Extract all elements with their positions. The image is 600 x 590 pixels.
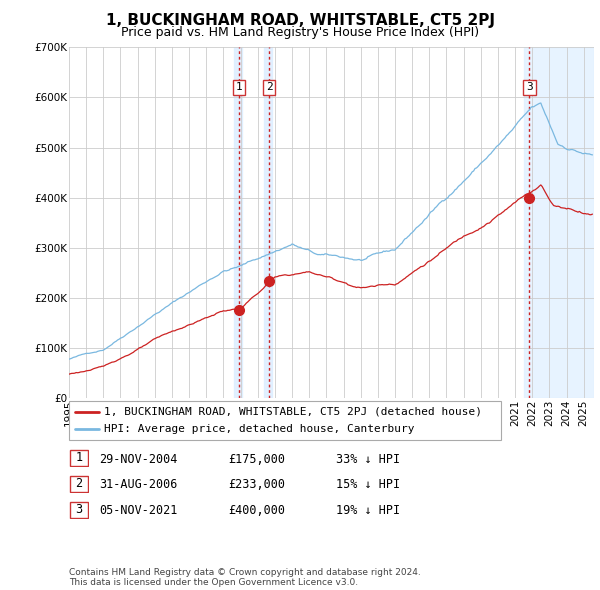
Text: Contains HM Land Registry data © Crown copyright and database right 2024.
This d: Contains HM Land Registry data © Crown c… [69,568,421,587]
Text: £233,000: £233,000 [228,478,285,491]
Text: 31-AUG-2006: 31-AUG-2006 [99,478,178,491]
Text: 29-NOV-2004: 29-NOV-2004 [99,453,178,466]
Bar [524,47,594,398]
Text: HPI: Average price, detached house, Canterbury: HPI: Average price, detached house, Cant… [104,424,414,434]
Text: 2: 2 [76,477,82,490]
Text: 15% ↓ HPI: 15% ↓ HPI [336,478,400,491]
Text: 1, BUCKINGHAM ROAD, WHITSTABLE, CT5 2PJ: 1, BUCKINGHAM ROAD, WHITSTABLE, CT5 2PJ [106,13,494,28]
Text: 1, BUCKINGHAM ROAD, WHITSTABLE, CT5 2PJ (detached house): 1, BUCKINGHAM ROAD, WHITSTABLE, CT5 2PJ … [104,407,482,417]
Text: 2: 2 [266,83,272,92]
Text: Price paid vs. HM Land Registry's House Price Index (HPI): Price paid vs. HM Land Registry's House … [121,26,479,39]
Text: 19% ↓ HPI: 19% ↓ HPI [336,504,400,517]
Bar [234,47,242,398]
Text: 3: 3 [76,503,82,516]
Text: 1: 1 [236,83,242,92]
Text: £175,000: £175,000 [228,453,285,466]
Text: 3: 3 [526,83,533,92]
Text: 33% ↓ HPI: 33% ↓ HPI [336,453,400,466]
Text: £400,000: £400,000 [228,504,285,517]
Text: 05-NOV-2021: 05-NOV-2021 [99,504,178,517]
Bar [264,47,272,398]
Text: 1: 1 [76,451,82,464]
